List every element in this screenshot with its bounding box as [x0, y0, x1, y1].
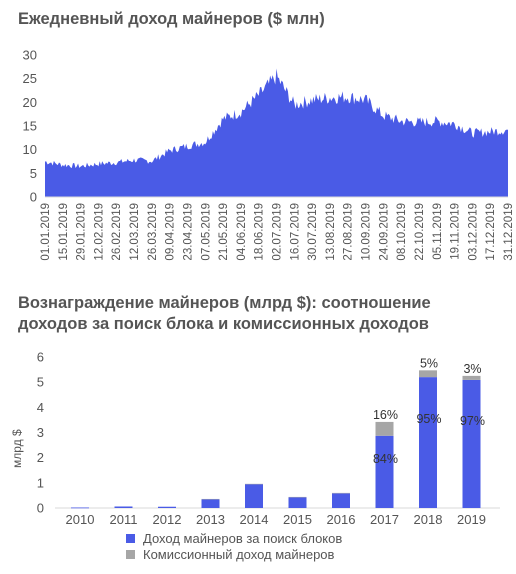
y-tick-label: 25: [23, 71, 37, 86]
y-tick-label: 15: [23, 119, 37, 134]
data-label-block-2017: 84%: [373, 452, 398, 466]
x-tick-label: 2013: [196, 512, 225, 527]
bar-fees-2019: [462, 375, 481, 380]
x-tick-label: 26.02.2019: [111, 203, 123, 261]
legend-swatch-gray: [126, 550, 135, 559]
x-tick-label: 26.03.2019: [147, 203, 159, 261]
data-label-fees-2017: 16%: [373, 408, 398, 422]
x-tick-label: 29.01.2019: [76, 203, 88, 261]
x-tick-label: 13.08.2019: [325, 203, 337, 261]
x-tick-label: 2010: [66, 512, 95, 527]
y-tick-label: 1: [37, 475, 44, 490]
bar-block-reward-2014: [245, 484, 263, 508]
legend-swatch-blue: [126, 534, 135, 543]
chart2-title-line2: доходов за поиск блока и комиссионных до…: [18, 315, 429, 333]
x-tick-label: 01.01.2019: [40, 203, 52, 261]
bar-block-reward-2011: [114, 506, 133, 508]
y-tick-label: 0: [30, 190, 37, 205]
x-tick-label: 2016: [327, 512, 356, 527]
legend-label-block-reward: Доход майнеров за поиск блоков: [143, 531, 343, 546]
legend-item-fees: Комиссионный доход майнеров: [126, 547, 334, 562]
x-tick-label: 12.02.2019: [93, 203, 105, 261]
y-tick-label: 5: [37, 375, 44, 390]
bar-block-reward-2012: [158, 506, 176, 508]
y-tick-label: 2: [37, 450, 44, 465]
bar-fees-2013: [201, 498, 220, 500]
bar-fees-2015: [288, 496, 307, 498]
x-tick-label: 23.04.2019: [182, 203, 194, 261]
data-label-block-2019: 97%: [460, 414, 485, 428]
x-tick-label: 08.10.2019: [396, 203, 408, 261]
bar-block-reward-2016: [332, 493, 350, 508]
x-tick-label: 31.12.2019: [503, 203, 515, 261]
bar-fees-2014: [245, 483, 263, 485]
y-tick-label: 10: [23, 142, 37, 157]
x-tick-label: 2011: [110, 512, 138, 527]
legend-item-block-reward: Доход майнеров за поиск блоков: [126, 531, 342, 546]
bar-block-reward-2010: [71, 507, 89, 509]
x-tick-label: 15.01.2019: [58, 203, 70, 261]
bar-block-reward-2015: [288, 497, 307, 508]
x-tick-label: 2017: [370, 512, 399, 527]
legend-label-fees: Комиссионный доход майнеров: [143, 547, 335, 562]
bar-block-reward-2013: [201, 499, 220, 508]
x-tick-label: 02.07.2019: [272, 203, 284, 261]
bar-fees-2016: [332, 492, 350, 494]
daily-revenue-chart: 0 5 10 15 20 25 30 01.01.2019 15.01.2019 29.01.20…: [23, 48, 515, 261]
x-tick-label: 2014: [240, 512, 269, 527]
x-tick-label: 05.11.2019: [432, 203, 444, 260]
y-tick-label: 3: [37, 425, 44, 440]
y-tick-label: 30: [23, 48, 37, 63]
x-tick-label: 18.06.2019: [254, 203, 266, 261]
x-tick-label: 2012: [153, 512, 182, 527]
bar-block-reward-2017: [375, 435, 394, 508]
x-tick-label: 27.08.2019: [343, 203, 355, 261]
x-tick-label: 07.05.2019: [200, 203, 212, 261]
bar-fees-2017: [375, 421, 394, 436]
x-tick-label: 12.03.2019: [129, 203, 141, 261]
y-tick-label: 0: [37, 501, 44, 516]
x-tick-label: 2018: [414, 512, 443, 527]
y-tick-label: 4: [37, 400, 44, 415]
x-tick-label: 09.04.2019: [165, 203, 177, 261]
data-label-fees-2018: 5%: [420, 356, 438, 370]
data-label-block-2018: 95%: [416, 412, 441, 426]
y-tick-label: 20: [23, 95, 37, 110]
x-tick-label: 19.11.2019: [450, 203, 462, 260]
x-tick-label: 22.10.2019: [414, 203, 426, 261]
x-tick-label: 21.05.2019: [218, 203, 230, 261]
x-tick-label: 30.07.2019: [307, 203, 319, 261]
data-label-fees-2019: 3%: [463, 362, 481, 376]
y-axis-label: млрд $: [10, 429, 24, 468]
chart1-title: Ежедневный доход майнеров ($ млн): [18, 10, 325, 28]
x-tick-label: 2019: [457, 512, 486, 527]
bar-block-reward-2019: [462, 379, 481, 508]
y-tick-label: 5: [30, 166, 37, 181]
x-tick-label: 2015: [283, 512, 312, 527]
chart2-title: Вознаграждение майнеров (млрд $): соотно…: [18, 293, 431, 335]
bar-block-reward-2018: [419, 377, 437, 508]
x-tick-label: 10.09.2019: [361, 203, 373, 261]
x-tick-label: 16.07.2019: [289, 203, 301, 261]
revenue-area: [45, 68, 508, 197]
x-tick-label: 04.06.2019: [236, 203, 248, 261]
x-tick-label: 24.09.2019: [378, 203, 390, 261]
chart2-title-line1: Вознаграждение майнеров (млрд $): соотно…: [18, 294, 431, 312]
y-tick-label: 6: [37, 350, 44, 365]
bar-fees-2018: [419, 370, 437, 378]
x-tick-label: 17.12.2019: [485, 203, 497, 261]
x-tick-label: 03.12.2019: [467, 203, 479, 261]
